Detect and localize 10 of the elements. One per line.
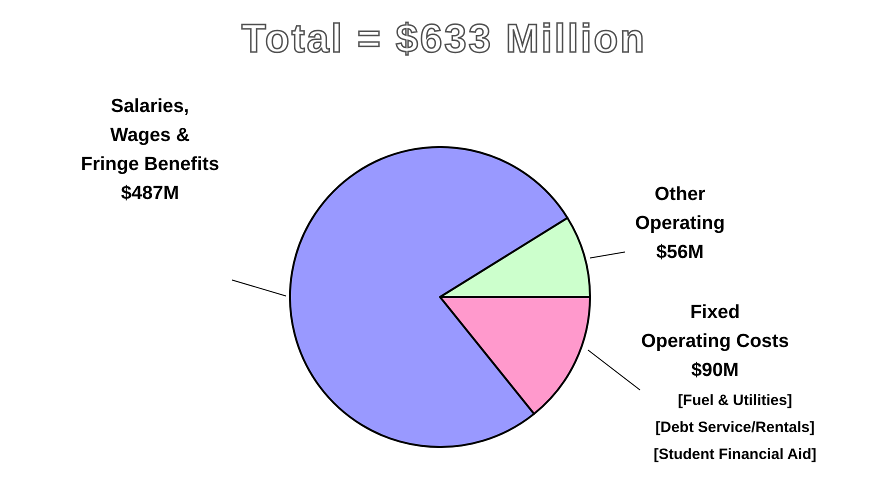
data-label: $487M <box>120 183 180 204</box>
slice-label: Salaries, Wages & Fringe Benefits <box>80 96 220 175</box>
text: [Debt Service/Rentals] <box>655 419 815 436</box>
data-label: $90M <box>691 360 739 381</box>
chart-title: Total = $633 Million <box>242 17 646 61</box>
slice-label: Fixed Operating Costs <box>641 302 789 352</box>
text: [Fuel & Utilities] <box>678 392 792 409</box>
data-label: $56M <box>656 242 704 263</box>
text: [Student Financial Aid] <box>654 446 816 463</box>
slice-label: Other Operating <box>635 184 725 234</box>
